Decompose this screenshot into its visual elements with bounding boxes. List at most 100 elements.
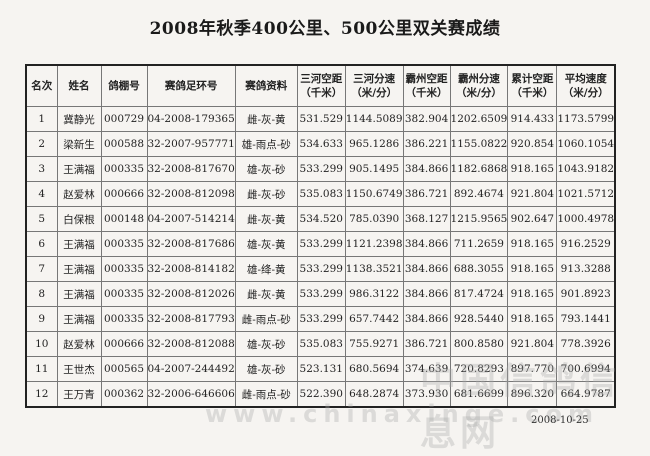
cell-sanhe-distance: 531.529 (296, 106, 346, 132)
cell-sanhe-speed: 1138.3521 (344, 256, 404, 282)
cell-bird-info: 雌-灰-黄 (234, 281, 298, 307)
cell-rank: 7 (25, 256, 58, 282)
cell-bazhou-speed: 1215.9565 (449, 206, 509, 232)
cell-rank: 9 (25, 306, 58, 332)
cell-loft-no: 000588 (100, 131, 148, 157)
cell-bazhou-speed: 1155.0822 (449, 131, 509, 157)
cell-total-distance: 921.804 (507, 331, 558, 357)
cell-bazhou-speed: 1182.6868 (449, 156, 509, 182)
cell-total-distance: 918.165 (507, 256, 558, 282)
cell-bazhou-distance: 384.866 (402, 281, 451, 307)
cell-sanhe-distance: 534.633 (296, 131, 346, 157)
cell-rank: 10 (25, 331, 58, 357)
cell-ring-no: 32-2008-817670 (146, 156, 236, 182)
cell-sanhe-distance: 522.390 (296, 381, 346, 408)
cell-rank: 2 (25, 131, 58, 157)
cell-ring-no: 04-2008-179365 (146, 106, 236, 132)
cell-loft-no: 000335 (100, 231, 148, 257)
cell-name: 王满福 (56, 281, 102, 307)
cell-sanhe-distance: 533.299 (296, 256, 346, 282)
cell-avg-speed: 778.3926 (556, 331, 616, 357)
cell-name: 冀静光 (56, 106, 102, 132)
cell-avg-speed: 700.6994 (556, 356, 616, 382)
cell-sanhe-distance: 533.299 (296, 156, 346, 182)
cell-ring-no: 04-2007-244492 (146, 356, 236, 382)
cell-name: 王满福 (56, 306, 102, 332)
header-bird-info: 赛鸽资料 (234, 64, 298, 107)
cell-total-distance: 921.804 (507, 181, 558, 207)
cell-name: 王满福 (56, 156, 102, 182)
cell-ring-no: 32-2008-817793 (146, 306, 236, 332)
cell-sanhe-speed: 965.1286 (344, 131, 404, 157)
cell-total-distance: 897.770 (507, 356, 558, 382)
cell-bazhou-speed: 711.2659 (449, 231, 509, 257)
header-name: 姓名 (56, 64, 102, 107)
cell-total-distance: 902.647 (507, 206, 558, 232)
cell-bazhou-distance: 384.866 (402, 256, 451, 282)
table-row: 11 王世杰 000565 04-2007-244492 雄-灰-砂 523.131 680… (25, 356, 616, 382)
cell-avg-speed: 1060.1054 (556, 131, 616, 157)
cell-name: 王万青 (56, 381, 102, 408)
cell-loft-no: 000335 (100, 256, 148, 282)
table-header-row: 名次 姓名 鸽棚号 赛鸽足环号 赛鸽资料 三河空距 （千米） 三河分速 （米/分） 霸州空距 … (25, 64, 616, 107)
cell-bazhou-speed: 1202.6509 (449, 106, 509, 132)
cell-bazhou-distance: 386.721 (402, 331, 451, 357)
header-sanhe-speed: 三河分速 （米/分） (344, 64, 404, 107)
header-bazhou-distance: 霸州空距 （千米） (402, 64, 451, 107)
cell-bazhou-speed: 892.4674 (449, 181, 509, 207)
cell-bird-info: 雄-灰-砂 (234, 331, 298, 357)
cell-loft-no: 000335 (100, 306, 148, 332)
cell-sanhe-speed: 755.9271 (344, 331, 404, 357)
table-row: 1 冀静光 000729 04-2008-179365 雌-灰-黄 531.529 1144… (25, 106, 616, 132)
cell-sanhe-speed: 657.7442 (344, 306, 404, 332)
document-date: 2008-10-25 (531, 415, 589, 426)
cell-bazhou-distance: 384.866 (402, 156, 451, 182)
cell-ring-no: 32-2008-817686 (146, 231, 236, 257)
cell-bird-info: 雌-灰-黄 (234, 206, 298, 232)
cell-rank: 8 (25, 281, 58, 307)
cell-ring-no: 04-2007-514214 (146, 206, 236, 232)
table-row: 3 王满福 000335 32-2008-817670 雄-灰-砂 533.299 905.… (25, 156, 616, 182)
cell-sanhe-speed: 905.1495 (344, 156, 404, 182)
cell-bazhou-distance: 384.866 (402, 231, 451, 257)
cell-sanhe-speed: 1150.6749 (344, 181, 404, 207)
cell-sanhe-distance: 533.299 (296, 306, 346, 332)
cell-avg-speed: 1043.9182 (556, 156, 616, 182)
cell-avg-speed: 1021.5712 (556, 181, 616, 207)
cell-ring-no: 32-2007-957771 (146, 131, 236, 157)
table-row: 10 赵爱林 000666 32-2008-812088 雄-灰-砂 535.083 755… (25, 331, 616, 357)
cell-bird-info: 雌-灰-砂 (234, 181, 298, 207)
cell-bird-info: 雄-灰-黄 (234, 231, 298, 257)
cell-total-distance: 918.165 (507, 306, 558, 332)
cell-name: 赵爱林 (56, 181, 102, 207)
cell-bazhou-distance: 384.866 (402, 306, 451, 332)
cell-sanhe-distance: 535.083 (296, 331, 346, 357)
cell-ring-no: 32-2006-646606 (146, 381, 236, 408)
cell-total-distance: 896.320 (507, 381, 558, 408)
cell-bird-info: 雄-雨点-砂 (234, 131, 298, 157)
cell-bird-info: 雄-绛-黄 (234, 256, 298, 282)
cell-bird-info: 雄-灰-砂 (234, 356, 298, 382)
cell-avg-speed: 1000.4978 (556, 206, 616, 232)
cell-bazhou-distance: 368.127 (402, 206, 451, 232)
table-row: 5 白保根 000148 04-2007-514214 雌-灰-黄 534.520 785.… (25, 206, 616, 232)
cell-loft-no: 000729 (100, 106, 148, 132)
cell-loft-no: 000565 (100, 356, 148, 382)
cell-sanhe-distance: 534.520 (296, 206, 346, 232)
document-title: 2008年秋季400公里、500公里双关赛成绩 (149, 19, 501, 39)
cell-bazhou-distance: 382.904 (402, 106, 451, 132)
cell-sanhe-speed: 1121.2398 (344, 231, 404, 257)
cell-name: 赵爱林 (56, 331, 102, 357)
cell-total-distance: 914.433 (507, 106, 558, 132)
cell-bazhou-speed: 928.5440 (449, 306, 509, 332)
cell-sanhe-distance: 535.083 (296, 181, 346, 207)
cell-loft-no: 000148 (100, 206, 148, 232)
cell-rank: 3 (25, 156, 58, 182)
cell-sanhe-distance: 533.299 (296, 231, 346, 257)
cell-sanhe-speed: 785.0390 (344, 206, 404, 232)
cell-name: 王满福 (56, 256, 102, 282)
cell-avg-speed: 1173.5799 (556, 106, 616, 132)
header-avg-speed: 平均速度 （米/分） (556, 64, 616, 107)
cell-bazhou-distance: 374.639 (402, 356, 451, 382)
cell-name: 王满福 (56, 231, 102, 257)
